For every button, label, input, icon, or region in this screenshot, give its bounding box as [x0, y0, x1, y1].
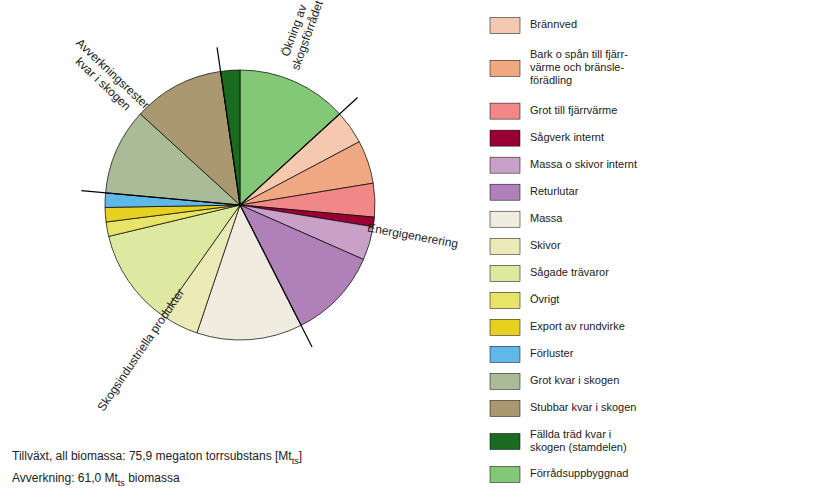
legend-label-line: värme och bränsle-	[530, 61, 624, 73]
footnotes: Tillväxt, all biomassa: 75,9 megaton tor…	[12, 449, 302, 488]
legend-swatch	[490, 18, 520, 34]
group-boundary	[81, 191, 240, 205]
legend-swatch	[490, 103, 520, 119]
group-boundary	[240, 205, 312, 347]
legend-swatch	[490, 466, 520, 482]
legend-swatch	[490, 184, 520, 200]
legend-label-line: Fällda träd kvar i	[530, 428, 611, 440]
legend: Brännved Bark o spån till fjärr-värme och…	[490, 18, 637, 483]
legend-label-line: Förrådsuppbyggnad	[530, 467, 628, 479]
legend-swatch	[490, 130, 520, 146]
legend-label-line: skogen (stamdelen)	[530, 441, 627, 453]
legend-swatch	[490, 292, 520, 308]
legend-item: Returlutar	[490, 184, 579, 200]
legend-label-line: Grot till fjärrvärme	[530, 104, 617, 116]
legend-label: Övrigt	[530, 293, 559, 305]
legend-label-line: Export av rundvirke	[530, 320, 625, 332]
legend-swatch	[490, 319, 520, 335]
legend-label-line: Stubbar kvar i skogen	[530, 401, 636, 413]
group-boundary	[217, 47, 240, 205]
legend-swatch	[490, 265, 520, 281]
legend-label-line: Förluster	[530, 347, 574, 359]
pie: Energigenerering Skogsindustriella produk…	[64, 0, 460, 414]
legend-swatch	[490, 211, 520, 227]
legend-label: Stubbar kvar i skogen	[530, 401, 636, 413]
footnote-text: Avverkning: 61,0 Mt	[12, 471, 118, 485]
legend-item: Förluster	[490, 346, 574, 362]
legend-label: Export av rundvirke	[530, 320, 625, 332]
legend-label-line: Grot kvar i skogen	[530, 374, 619, 386]
legend-label-line: förädling	[530, 74, 572, 86]
legend-swatch	[490, 400, 520, 416]
legend-label-line: Brännved	[530, 18, 577, 30]
legend-item: Sågade trävaror	[490, 265, 609, 281]
legend-label: Grot kvar i skogen	[530, 374, 619, 386]
legend-label: Brännved	[530, 18, 577, 30]
footnote: Tillväxt, all biomassa: 75,9 megaton tor…	[12, 449, 302, 466]
legend-label-line: Massa	[530, 212, 563, 224]
legend-label-line: Övrigt	[530, 293, 559, 305]
legend-item: Brännved	[490, 18, 577, 34]
legend-item: Skivor	[490, 238, 561, 254]
legend-label-line: Bark o spån till fjärr-	[530, 48, 628, 60]
group-label-line: kvar i skogen	[73, 55, 134, 114]
legend-label: Grot till fjärrvärme	[530, 104, 617, 116]
legend-label: Bark o spån till fjärr-värme och bränsle…	[530, 48, 628, 86]
legend-label: Massa	[530, 212, 563, 224]
legend-swatch	[490, 373, 520, 389]
group-label: Skogsindustriella produkter	[94, 286, 187, 414]
group-boundary	[240, 98, 358, 205]
legend-item: Fällda träd kvar iskogen (stamdelen)	[490, 428, 627, 453]
legend-label: Skivor	[530, 239, 561, 251]
footnote: Avverkning: 61,0 Mtts biomassa	[12, 471, 180, 488]
legend-swatch	[490, 60, 520, 76]
legend-swatch	[490, 238, 520, 254]
group-label: Energigenerering	[366, 221, 459, 251]
group-label: Avverkningsresterkvar i skogen	[64, 36, 153, 122]
legend-item: Grot kvar i skogen	[490, 373, 619, 389]
legend-item: Stubbar kvar i skogen	[490, 400, 636, 416]
group-label: Ökning avskogsförrådet	[275, 0, 326, 72]
legend-label: Returlutar	[530, 185, 579, 197]
legend-item: Sågverk internt	[490, 130, 604, 146]
legend-label: Förluster	[530, 347, 574, 359]
legend-label-line: Skivor	[530, 239, 561, 251]
legend-item: Grot till fjärrvärme	[490, 103, 617, 119]
legend-label-line: Sågverk internt	[530, 131, 604, 143]
legend-label-line: Sågade trävaror	[530, 266, 609, 278]
legend-label-line: Massa o skivor internt	[530, 158, 637, 170]
group-label-line: skogsförrådet	[288, 0, 326, 72]
legend-label: Massa o skivor internt	[530, 158, 637, 170]
legend-item: Export av rundvirke	[490, 319, 625, 335]
legend-item: Massa	[490, 211, 563, 227]
footnote-text: ]	[299, 449, 302, 463]
pie-slice	[105, 205, 240, 222]
legend-item: Bark o spån till fjärr-värme och bränsle…	[490, 48, 628, 86]
legend-swatch	[490, 346, 520, 362]
legend-label: Sågade trävaror	[530, 266, 609, 278]
legend-label: Förrådsuppbyggnad	[530, 467, 628, 479]
legend-item: Övrigt	[490, 292, 559, 308]
legend-label-line: Returlutar	[530, 185, 579, 197]
chart: Energigenerering Skogsindustriella produk…	[0, 0, 827, 500]
group-label-line: Skogsindustriella produkter	[94, 286, 187, 414]
legend-label: Sågverk internt	[530, 131, 604, 143]
footnote-text: biomassa	[125, 471, 180, 485]
legend-item: Massa o skivor internt	[490, 157, 637, 173]
footnote-text: Tillväxt, all biomassa: 75,9 megaton tor…	[12, 449, 292, 463]
legend-label: Fällda träd kvar iskogen (stamdelen)	[530, 428, 627, 453]
legend-item: Förrådsuppbyggnad	[490, 466, 628, 482]
group-label-line: Energigenerering	[366, 221, 459, 251]
legend-swatch	[490, 433, 520, 449]
legend-swatch	[490, 157, 520, 173]
